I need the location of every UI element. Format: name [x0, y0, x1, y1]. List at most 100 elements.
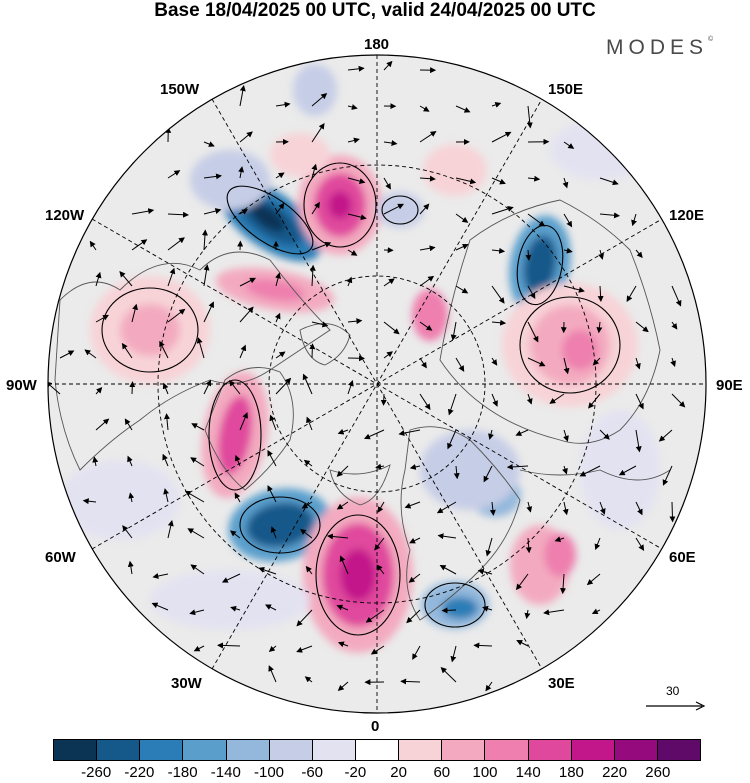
wind-arrow	[167, 170, 181, 179]
colorbar-swatch	[183, 740, 227, 760]
wind-arrow	[477, 568, 493, 575]
wind-arrow	[336, 604, 349, 611]
wind-arrow	[406, 609, 421, 624]
anomaly-blob	[60, 460, 180, 540]
lon-label-0: 0	[371, 718, 380, 735]
wind-arrow	[268, 645, 277, 653]
wind-arrow	[375, 463, 385, 470]
graticule	[48, 55, 706, 713]
wind-arrow	[190, 457, 205, 467]
wind-arrow	[626, 285, 637, 302]
wind-arrow	[275, 272, 281, 287]
wind-arrow	[167, 267, 176, 287]
wind-arrow	[270, 526, 277, 539]
wind-arrow	[346, 276, 353, 287]
anomaly-blob	[523, 235, 557, 295]
wind-arrow	[597, 285, 604, 302]
wind-arrow	[483, 465, 493, 483]
wind-arrow	[447, 393, 457, 416]
wind-arrow	[491, 247, 506, 254]
wind-arrow	[591, 608, 601, 615]
wind-arrow	[167, 237, 185, 251]
wind-arrow	[92, 456, 99, 467]
wind-arrow	[300, 528, 313, 539]
colorbar-swatch	[54, 740, 98, 760]
wind-arrow	[563, 247, 573, 254]
wind-arrow	[491, 131, 512, 143]
wind-arrow	[491, 357, 498, 366]
wind-arrow	[635, 429, 642, 453]
wind-arrow	[347, 65, 365, 72]
wind-arrow	[491, 206, 514, 215]
wind-arrow	[230, 605, 241, 612]
anomaly-blob	[423, 144, 487, 196]
wind-arrow	[516, 640, 529, 647]
wind-arrow	[309, 264, 316, 287]
wind-arrow	[162, 382, 169, 395]
wind-arrow	[296, 645, 313, 653]
wind-arrow	[193, 645, 205, 652]
wind-arrow	[524, 609, 531, 620]
wind-arrow	[82, 498, 97, 505]
wind-arrow	[84, 349, 97, 359]
colorbar-tick-label: 140	[515, 764, 541, 781]
wind-arrow	[239, 306, 254, 323]
wind-arrow	[239, 131, 253, 143]
wind-arrow	[275, 377, 292, 395]
wind-arrow	[374, 537, 385, 551]
wind-arrow	[671, 321, 678, 330]
wind-arrow	[526, 105, 533, 129]
wind-arrow	[419, 105, 430, 112]
wind-arrow	[631, 213, 637, 227]
wind-arrow	[525, 249, 532, 261]
wind-arrow	[167, 308, 186, 323]
colorbar-swatch	[399, 740, 443, 760]
wind-arrow	[526, 501, 533, 513]
wind-arrow	[563, 285, 585, 293]
colorbar-swatch	[571, 740, 615, 760]
colorbar-swatch	[312, 740, 356, 760]
wind-arrow	[347, 318, 363, 325]
wind-arrow	[599, 212, 620, 219]
anomaly-blob	[270, 133, 330, 177]
wind-arrow	[560, 573, 567, 595]
wind-arrow	[563, 357, 570, 375]
wind-arrow	[203, 173, 222, 180]
wind-arrow	[455, 243, 469, 251]
wind-arrow	[167, 211, 189, 218]
wind-arrow	[419, 175, 436, 182]
wind-arrow	[419, 245, 436, 252]
wind-arrow	[383, 351, 393, 359]
lon-label-30e: 30E	[548, 675, 575, 692]
wind-arrow	[347, 213, 367, 221]
anomaly-blob	[340, 549, 376, 601]
wind-arrow	[95, 418, 110, 431]
wind-arrow	[635, 501, 643, 516]
colorbar-swatch	[97, 740, 141, 760]
colorbar-tick-label: 100	[472, 764, 498, 781]
anomaly-blob	[420, 430, 520, 510]
wind-arrow	[491, 101, 502, 108]
wind-arrow	[409, 537, 421, 544]
wind-arrow	[543, 609, 565, 616]
colorbar-tick-label: 260	[645, 764, 671, 781]
colorbar-swatch	[140, 740, 184, 760]
wind-arrow	[455, 105, 471, 113]
reference-vector: 30	[644, 684, 708, 718]
wind-arrow	[203, 208, 222, 215]
wind-arrow	[526, 393, 533, 405]
wind-arrow	[239, 277, 256, 287]
wind-arrow	[562, 177, 569, 189]
wind-arrow	[269, 414, 277, 431]
wind-arrow	[440, 667, 457, 683]
wind-arrow	[339, 555, 349, 575]
wind-arrow	[455, 213, 469, 223]
wind-arrow	[599, 429, 610, 440]
colorbar-tick-label: 60	[433, 764, 451, 781]
wind-arrow	[122, 525, 133, 539]
wind-arrow	[527, 357, 546, 367]
lon-label-150e: 150E	[548, 81, 584, 98]
wind-arrow	[203, 141, 215, 147]
wind-arrow	[527, 321, 539, 343]
reference-vector-value: 30	[666, 684, 680, 698]
